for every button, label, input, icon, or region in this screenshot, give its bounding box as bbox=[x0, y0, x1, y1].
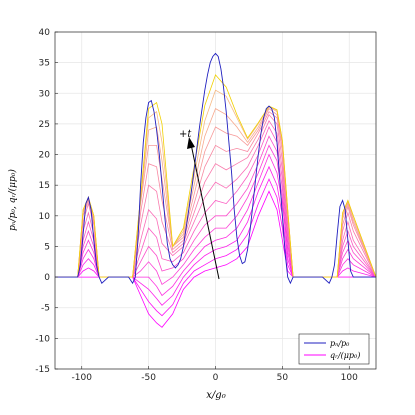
y-tick-label: 40 bbox=[39, 28, 51, 38]
x-tick-label: 100 bbox=[341, 373, 358, 383]
legend-box bbox=[298, 333, 370, 365]
y-tick-label: 20 bbox=[39, 151, 51, 161]
time-arrow-label: +t bbox=[179, 129, 192, 140]
y-tick-label: 35 bbox=[39, 59, 50, 69]
axes-frame bbox=[54, 31, 377, 370]
y-tick-label: -10 bbox=[35, 334, 50, 344]
x-tick-label: 0 bbox=[213, 373, 219, 383]
qr-series-line bbox=[55, 74, 377, 278]
y-tick-label: -15 bbox=[35, 365, 50, 375]
time-arrow-head bbox=[187, 137, 195, 149]
y-tick-label: -5 bbox=[41, 304, 50, 314]
y-tick-label: 15 bbox=[39, 181, 50, 191]
legend-label-qr: qᵣ/(μp₀) bbox=[330, 351, 360, 360]
plot-area bbox=[55, 52, 377, 328]
pn-series-line bbox=[55, 52, 376, 285]
axes bbox=[54, 31, 377, 370]
time-arrow bbox=[190, 143, 220, 280]
legend-label-pn: pₙ/p₀ bbox=[330, 339, 350, 348]
y-tick-label: 30 bbox=[39, 89, 51, 99]
y-tick-label: 5 bbox=[44, 242, 50, 252]
x-tick-label: 50 bbox=[277, 373, 289, 383]
x-tick-label: -100 bbox=[72, 373, 93, 383]
y-tick-label: 25 bbox=[39, 120, 50, 130]
legend: pₙ/p₀ qᵣ/(μp₀) bbox=[298, 333, 370, 365]
x-axis-label: x/g₀ bbox=[206, 390, 225, 401]
annotation: +t bbox=[179, 129, 220, 280]
y-axis-label: pₙ/p₀, qᵣ/(μp₀) bbox=[7, 169, 18, 231]
y-tick-label: 0 bbox=[44, 273, 50, 283]
x-tick-label: -50 bbox=[141, 373, 156, 383]
y-tick-label: 10 bbox=[39, 212, 51, 222]
